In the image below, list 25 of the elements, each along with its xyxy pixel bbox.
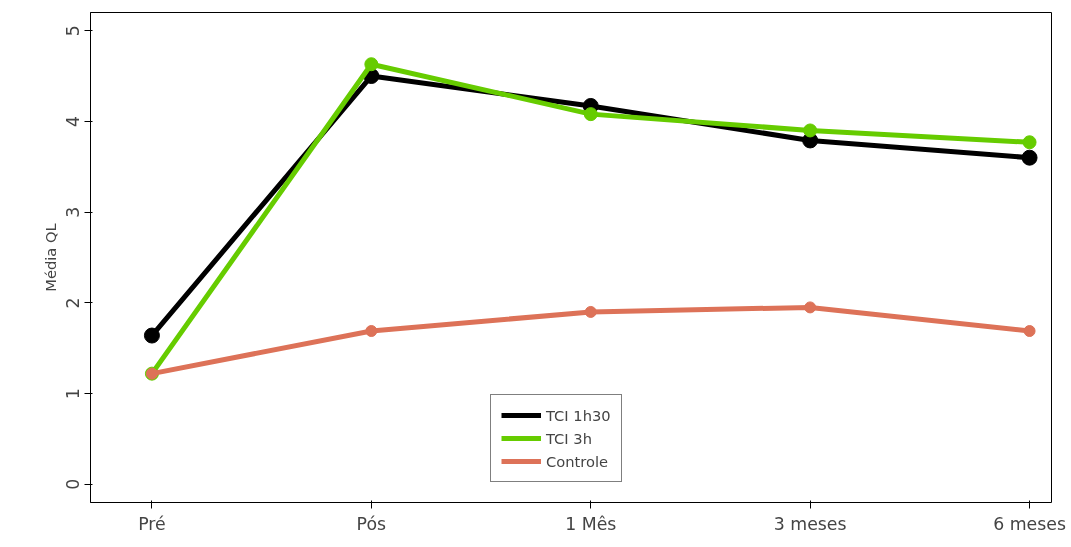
point xyxy=(1023,325,1036,337)
y-tick-label: 4 xyxy=(63,115,84,127)
point xyxy=(364,57,379,72)
y-tick-label: 2 xyxy=(63,297,84,309)
point xyxy=(1022,135,1037,150)
x-tick-label: Pré xyxy=(138,513,166,534)
point xyxy=(583,107,598,122)
y-tick-label: 3 xyxy=(63,206,84,218)
y-axis-title: Média QL xyxy=(41,222,59,292)
point xyxy=(143,327,160,344)
point xyxy=(804,301,817,314)
point xyxy=(584,305,597,318)
point xyxy=(803,123,818,138)
legend-label: Controle xyxy=(546,452,608,470)
point xyxy=(1021,149,1038,166)
y-tick-label: 0 xyxy=(63,478,84,490)
x-tick-label: 6 meses xyxy=(993,513,1066,534)
y-tick-label: 5 xyxy=(63,25,84,37)
point xyxy=(365,325,378,337)
x-tick-label: 3 meses xyxy=(773,513,847,534)
legend-label: TCI 3h xyxy=(546,429,592,447)
y-tick-label: 1 xyxy=(63,388,84,400)
x-tick-label: Pós xyxy=(356,513,387,534)
x-tick-label: 1 Mês xyxy=(565,513,617,534)
legend-label: TCI 1h30 xyxy=(546,406,611,424)
